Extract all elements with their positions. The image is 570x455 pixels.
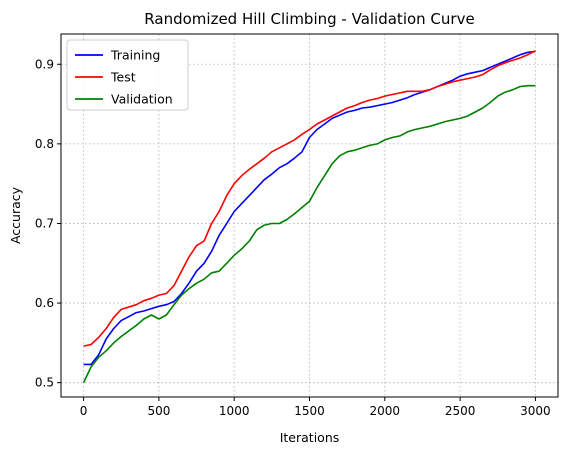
x-tick-label: 0 (80, 404, 88, 418)
grid (61, 34, 558, 397)
x-tick-label: 3000 (520, 404, 551, 418)
x-axis-label: Iterations (280, 430, 340, 445)
x-tick-label: 500 (147, 404, 170, 418)
legend: Training Test Validation (66, 39, 189, 111)
series-line-training (83, 50, 536, 366)
y-axis-label: Accuracy (8, 186, 23, 244)
y-tick-label: 0.6 (35, 296, 54, 310)
x-tick-label: 1000 (219, 404, 250, 418)
legend-label-validation: Validation (111, 92, 173, 107)
legend-label-training: Training (110, 48, 160, 63)
legend-label-test: Test (110, 70, 136, 85)
x-tick-label: 2000 (370, 404, 401, 418)
y-tick-label: 0.9 (35, 57, 54, 71)
series-line-test (83, 49, 536, 347)
axis-ticks: 0 500 1000 1500 2000 2500 3000 0.5 0.6 0.7 0.8 0.9 (35, 57, 551, 418)
series-line-validation (82, 84, 536, 384)
series-lines (82, 49, 536, 384)
y-tick-label: 0.8 (35, 137, 54, 151)
y-tick-label: 0.7 (35, 216, 54, 230)
x-tick-label: 2500 (445, 404, 476, 418)
chart-title: Randomized Hill Climbing - Validation Cu… (144, 10, 474, 28)
y-tick-label: 0.5 (35, 376, 54, 390)
x-tick-label: 1500 (294, 404, 325, 418)
legend-box (66, 39, 189, 111)
